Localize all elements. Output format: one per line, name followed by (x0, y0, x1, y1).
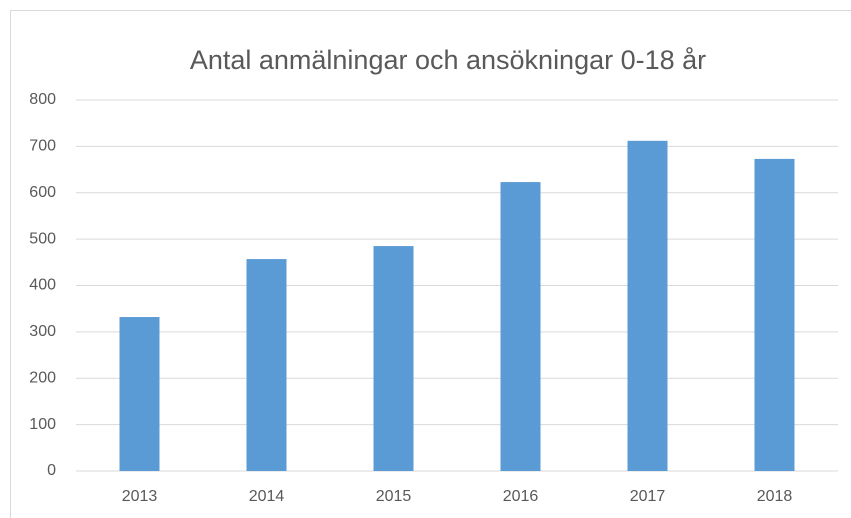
x-tick-label: 2016 (503, 488, 539, 505)
y-tick-label: 100 (29, 416, 56, 433)
y-tick-label: 0 (47, 462, 56, 479)
bar (119, 317, 160, 471)
y-tick-label: 800 (29, 91, 56, 108)
x-tick-label: 2013 (122, 488, 158, 505)
y-tick-label: 400 (29, 277, 56, 294)
y-tick-label: 700 (29, 138, 56, 155)
bar (627, 140, 668, 471)
x-tick-label: 2014 (249, 488, 285, 505)
y-tick-label: 300 (29, 323, 56, 340)
y-tick-label: 200 (29, 369, 56, 386)
bar (754, 158, 795, 472)
bar (373, 246, 414, 471)
bar (500, 182, 541, 472)
x-tick-label: 2017 (630, 488, 666, 505)
x-tick-label: 2015 (376, 488, 412, 505)
bar (246, 259, 287, 471)
x-tick-label: 2018 (757, 488, 793, 505)
y-tick-label: 600 (29, 184, 56, 201)
y-tick-label: 500 (29, 230, 56, 247)
chart-title: Antal anmälningar och ansökningar 0-18 å… (190, 45, 706, 75)
